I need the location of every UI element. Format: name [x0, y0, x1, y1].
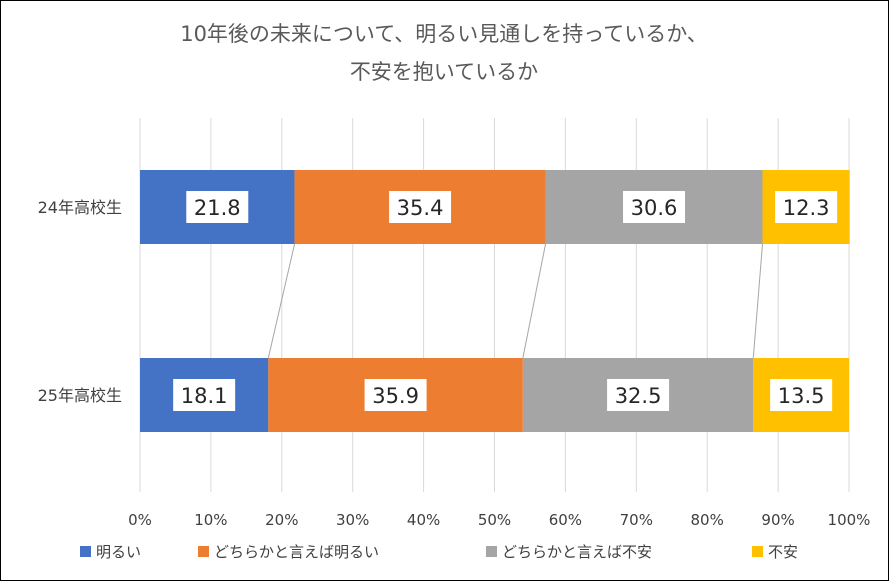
chart-title: 10年後の未来について、明るい見通しを持っているか、 不安を抱いているか	[180, 22, 708, 84]
data-label: 35.9	[372, 384, 419, 408]
x-tick-label: 0%	[128, 511, 152, 529]
x-tick-label: 20%	[265, 511, 298, 529]
data-label-box	[186, 191, 249, 223]
series-line	[752, 243, 764, 359]
data-label-box	[623, 191, 686, 223]
chart-title-line-1: 10年後の未来について、明るい見通しを持っているか、	[180, 22, 708, 46]
series-line	[522, 243, 547, 359]
legend-label: どちらかと言えば明るい	[214, 543, 379, 561]
data-label: 35.4	[397, 196, 444, 220]
data-labels: 21.8 35.4 30.6 12.3 18.1 35.9 32.5 13.5	[173, 191, 838, 411]
x-tick-label: 60%	[549, 511, 582, 529]
x-tick-label: 70%	[620, 511, 653, 529]
series-line	[267, 243, 296, 359]
legend-label: どちらかと言えば不安	[502, 543, 652, 561]
data-label-box	[770, 379, 833, 411]
legend-swatch	[486, 546, 497, 557]
legend-swatch	[752, 546, 763, 557]
x-tick-label: 90%	[761, 511, 794, 529]
chart-title-line-2: 不安を抱いているか	[350, 60, 538, 84]
data-label: 13.5	[778, 384, 825, 408]
category-label: 24年高校生	[38, 198, 122, 217]
data-label: 18.1	[181, 384, 228, 408]
data-label-box	[364, 379, 427, 411]
data-label-box	[173, 379, 236, 411]
data-label: 21.8	[194, 196, 241, 220]
x-tick-label: 40%	[407, 511, 440, 529]
x-tick-label: 10%	[194, 511, 227, 529]
series-lines	[267, 243, 764, 359]
data-label-box	[775, 191, 838, 223]
x-tick-label: 80%	[691, 511, 724, 529]
category-axis: 24年高校生 25年高校生	[38, 198, 122, 405]
x-tick-label: 50%	[478, 511, 511, 529]
x-tick-label: 100%	[828, 511, 871, 529]
legend: 明るい どちらかと言えば明るい どちらかと言えば不安 不安	[80, 543, 798, 561]
x-tick-label: 30%	[336, 511, 369, 529]
legend-label: 明るい	[96, 543, 141, 561]
value-axis: 0% 10% 20% 30% 40% 50% 60% 70% 80% 90% 100%	[128, 511, 870, 529]
data-label: 12.3	[783, 196, 830, 220]
legend-label: 不安	[768, 543, 798, 561]
data-label-box	[607, 379, 670, 411]
data-label: 30.6	[631, 196, 678, 220]
legend-swatch	[198, 546, 209, 557]
legend-swatch	[80, 546, 91, 557]
data-label: 32.5	[615, 384, 662, 408]
data-label-box	[389, 191, 452, 223]
category-label: 25年高校生	[38, 386, 122, 405]
